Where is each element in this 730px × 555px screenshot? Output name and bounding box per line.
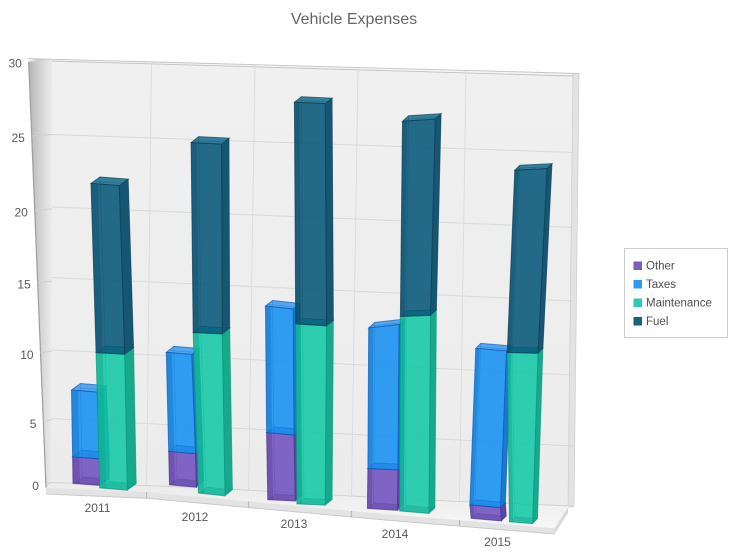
svg-text:Vehicle Expenses: Vehicle Expenses xyxy=(291,11,417,28)
svg-text:Fuel: Fuel xyxy=(646,316,668,328)
svg-text:2015: 2015 xyxy=(484,535,511,549)
svg-text:2014: 2014 xyxy=(382,527,409,541)
svg-text:20: 20 xyxy=(14,205,28,219)
svg-text:Taxes: Taxes xyxy=(646,279,676,291)
svg-text:2011: 2011 xyxy=(85,501,111,515)
svg-text:0: 0 xyxy=(32,479,39,493)
svg-text:Maintenance: Maintenance xyxy=(646,298,712,310)
svg-text:30: 30 xyxy=(8,56,22,70)
svg-text:Other: Other xyxy=(646,261,675,273)
svg-text:2012: 2012 xyxy=(182,510,209,524)
svg-text:25: 25 xyxy=(11,131,25,145)
svg-text:10: 10 xyxy=(20,348,34,362)
svg-text:5: 5 xyxy=(30,417,37,431)
svg-text:2013: 2013 xyxy=(281,517,308,531)
svg-text:15: 15 xyxy=(17,278,31,292)
